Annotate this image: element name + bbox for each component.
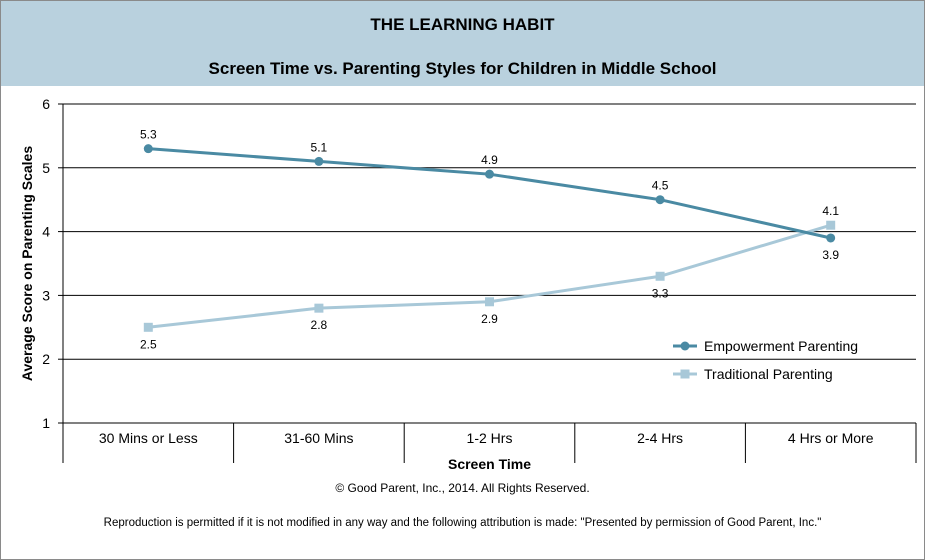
data-point: [314, 303, 324, 313]
y-tick-label: 4: [42, 224, 50, 240]
data-label: 4.9: [481, 153, 498, 167]
data-label: 2.5: [140, 337, 157, 351]
data-point: [485, 297, 494, 307]
data-point: [143, 144, 153, 154]
data-label: 5.1: [311, 140, 328, 154]
chart-header: [1, 1, 924, 86]
x-tick-label: 1-2 Hrs: [467, 430, 513, 446]
data-point: [655, 195, 665, 205]
data-label: 4.5: [652, 179, 669, 193]
data-point: [143, 322, 153, 332]
y-tick-label: 1: [42, 415, 50, 431]
data-label: 4.1: [822, 204, 839, 218]
data-label: 3.3: [652, 286, 669, 300]
y-tick-label: 5: [42, 160, 50, 176]
data-point: [655, 271, 665, 281]
x-tick-label: 31-60 Mins: [284, 430, 353, 446]
data-point: [826, 220, 836, 230]
y-axis-title: Average Score on Parenting Scales: [19, 146, 35, 381]
x-tick-label: 2-4 Hrs: [637, 430, 683, 446]
legend-marker: [680, 369, 690, 379]
y-tick-label: 2: [42, 351, 50, 367]
legend-label: Empowerment Parenting: [704, 338, 858, 354]
data-point: [826, 233, 836, 243]
y-tick-label: 3: [42, 287, 50, 303]
legend-marker: [680, 341, 690, 351]
data-label: 2.8: [311, 318, 328, 332]
data-label: 5.3: [140, 128, 157, 142]
copyright-note: © Good Parent, Inc., 2014. All Rights Re…: [335, 481, 590, 495]
x-axis-title: Screen Time: [448, 456, 531, 472]
reproduction-note: Reproduction is permitted if it is not m…: [103, 517, 822, 529]
chart-title: THE LEARNING HABIT: [370, 15, 555, 34]
y-tick-label: 6: [42, 96, 50, 112]
chart-subtitle: Screen Time vs. Parenting Styles for Chi…: [208, 59, 717, 78]
x-tick-label: 4 Hrs or More: [788, 430, 874, 446]
data-point: [314, 156, 324, 166]
data-label: 2.9: [481, 312, 498, 326]
data-label: 3.9: [822, 248, 839, 262]
data-point: [485, 169, 494, 179]
x-tick-label: 30 Mins or Less: [99, 430, 198, 446]
legend-label: Traditional Parenting: [704, 366, 833, 382]
